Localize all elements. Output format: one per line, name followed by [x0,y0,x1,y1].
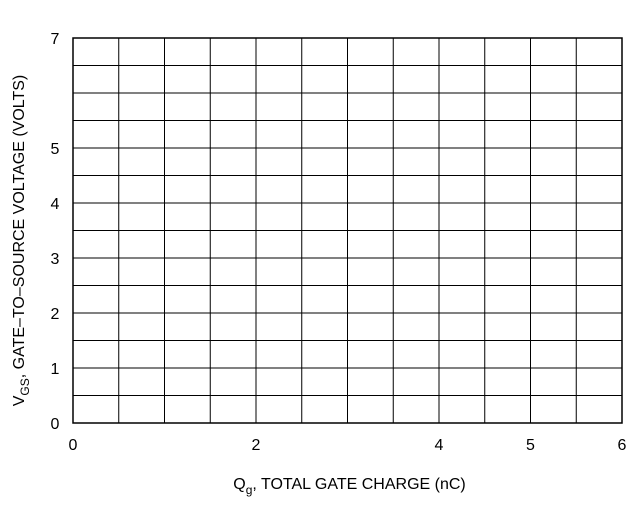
y-tick-labels: 0 1 2 3 4 5 7 [51,31,60,433]
x-tick-label: 5 [526,437,535,454]
y-tick-label: 3 [51,251,60,268]
x-axis-symbol: Q [233,476,245,493]
x-tick-label: 6 [618,437,627,454]
x-axis-label: Qg, TOTAL GATE CHARGE (nC) [233,476,466,497]
grid-lines [73,38,622,423]
y-axis-label: VGS, GATE–TO–SOURCE VOLTAGE (VOLTS) [11,75,32,406]
y-tick-label: 4 [51,196,60,213]
x-tick-label: 0 [69,437,78,454]
y-tick-label: 1 [51,361,60,378]
x-axis-text: , TOTAL GATE CHARGE (nC) [252,476,465,493]
y-axis-subscript: GS [18,378,32,395]
x-axis-subscript: g [246,483,253,497]
y-axis-text: , GATE–TO–SOURCE VOLTAGE (VOLTS) [11,75,28,378]
plot-frame [72,37,623,424]
y-axis-symbol: V [11,395,28,406]
x-tick-labels: 0 2 4 5 6 [69,437,627,454]
y-tick-label: 2 [51,306,60,323]
x-tick-label: 4 [435,437,444,454]
y-tick-label: 5 [51,141,60,158]
y-tick-label: 7 [51,31,60,48]
x-tick-label: 2 [252,437,261,454]
y-tick-label: 0 [51,416,60,433]
